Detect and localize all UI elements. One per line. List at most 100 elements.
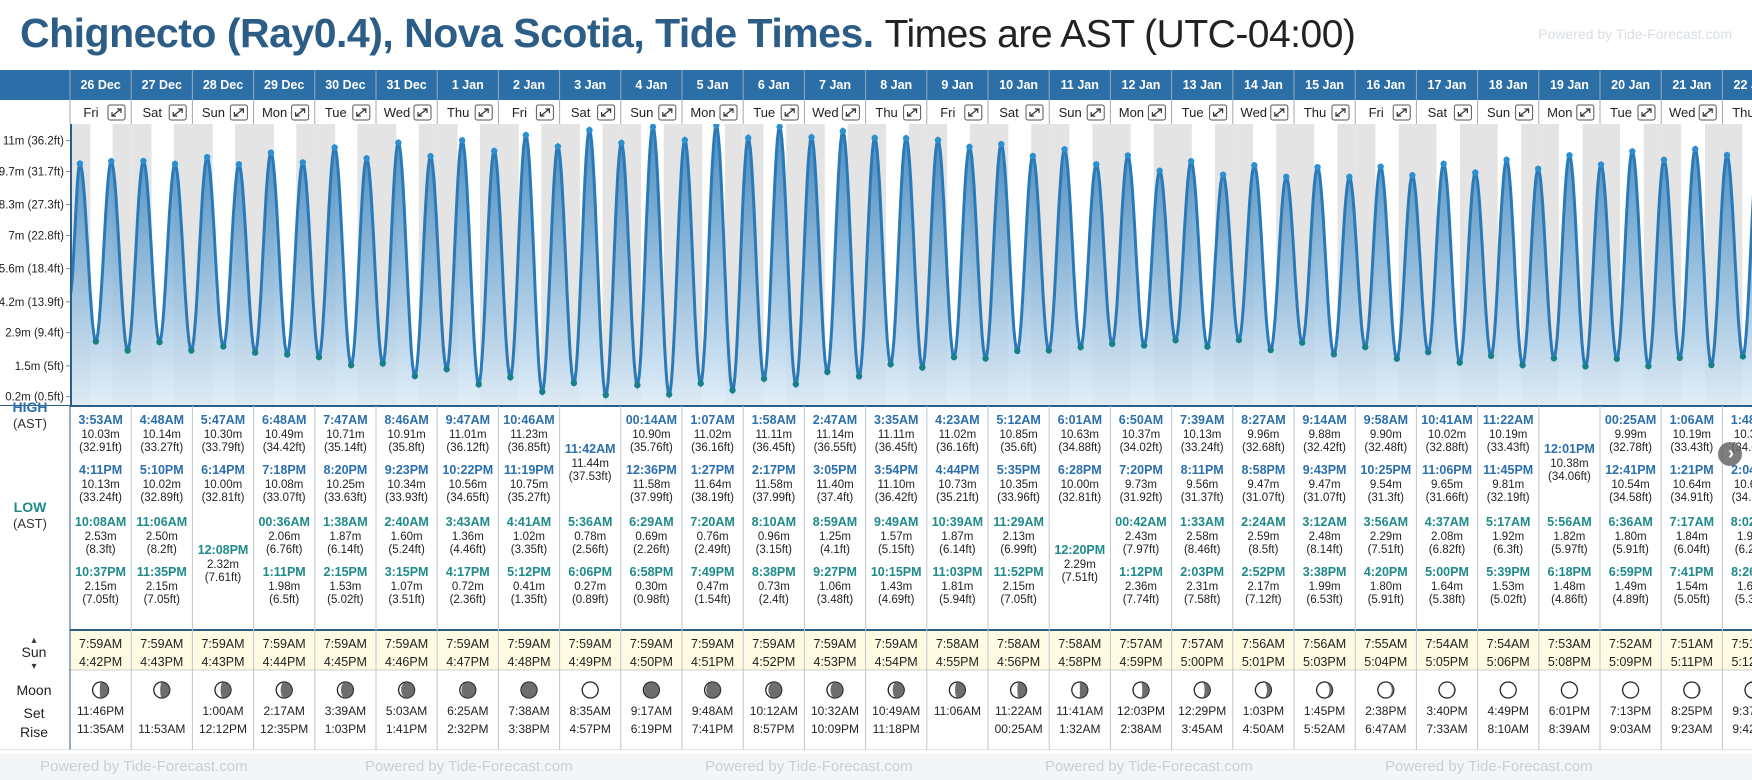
high-tide-time: 7:20PM [1119,463,1163,477]
high-tide-height-m: 10.65m [1734,479,1752,491]
high-tide-time: 1:06AM [1670,413,1714,427]
high-tide-height-ft: (36.42ft) [875,492,918,504]
low-tide-point [729,387,736,394]
moon-phase-shadow [644,682,660,698]
expand-icon [1702,108,1713,117]
high-row-tz-label: (AST) [13,416,47,431]
sunrise-time: 7:59AM [201,637,244,651]
moon-phase-shadow [521,682,537,698]
weekday-label: Sun [1059,105,1082,120]
high-tide-point [1124,152,1132,159]
high-tide-height-ft: (33.24ft) [1181,442,1224,454]
sunrise-time: 7:52AM [1609,637,1652,651]
low-tide-height-ft: (5.91ft) [1368,594,1405,606]
high-tide-height-ft: (31.07ft) [1303,492,1346,504]
low-tide-height-ft: (7.05ft) [144,594,181,606]
high-tide-height-m: 10.56m [449,479,487,491]
low-tide-height-ft: (5.91ft) [1612,544,1649,556]
weekday-label: Mon [262,105,287,120]
low-tide-height-ft: (6.76ft) [266,544,303,556]
high-tide-point [1156,167,1163,174]
low-tide-height-ft: (1.54ft) [694,594,731,606]
y-axis-label: 5.6m (18.4ft) [0,264,64,276]
low-tide-height-ft: (7.12ft) [1245,594,1282,606]
high-tide-height-m: 9.47m [1247,479,1279,491]
low-tide-point [634,381,641,389]
high-tide-height-m: 9.56m [1186,479,1218,491]
expand-icon [1274,108,1285,117]
date-label: 1 Jan [452,78,484,92]
high-tide-time: 10:41AM [1421,413,1472,427]
weekday-label: Fri [512,105,527,120]
low-tide-height-ft: (5.02ft) [327,594,364,606]
moonrise-time: 10:09PM [811,722,859,736]
sunset-time: 4:48PM [507,655,550,669]
low-tide-height-ft: (6.53ft) [1306,594,1343,606]
high-tide-height-ft: (35.21ft) [936,492,979,504]
low-tide-time: 00:36AM [258,515,309,529]
watermark-5: Powered by Tide-Forecast.com [1385,758,1593,775]
low-tide-height-ft: (5.35ft) [1735,594,1752,606]
high-tide-height-m: 10.91m [387,429,425,441]
moon-phase-shadow [160,682,170,698]
high-tide-time: 11:19PM [504,463,554,477]
moonset-time: 9:48AM [692,704,733,718]
moonset-time: 10:49AM [872,704,920,718]
low-tide-height-m: 1.06m [819,581,851,593]
low-tide-time: 4:37AM [1425,515,1469,529]
sunset-time: 4:52PM [752,655,795,669]
high-tide-height-m: 11.02m [694,429,732,441]
high-tide-point [395,139,402,146]
high-tide-height-m: 10.00m [1061,479,1099,491]
low-tide-time: 6:06PM [568,565,612,579]
low-tide-point [855,373,863,380]
sunset-arrow-icon: ▾ [31,661,36,672]
moonrise-time: 4:57PM [570,722,611,736]
sunrise-time: 7:54AM [1425,637,1468,651]
high-tide-point [966,143,973,151]
low-tide-height-m: 2.29m [1064,559,1096,571]
weekday-label: Sun [630,105,653,120]
sunrise-time: 7:51AM [1670,637,1713,651]
sunset-time: 5:01PM [1242,655,1285,669]
high-tide-point [1723,151,1731,159]
high-tide-time: 11:45PM [1483,463,1533,477]
low-tide-point [347,361,355,369]
low-tide-height-m: 2.59m [1247,531,1279,543]
date-label: 4 Jan [635,78,667,92]
high-tide-height-m: 10.02m [143,479,181,491]
low-tide-time: 10:37PM [75,565,126,579]
date-label: 27 Dec [142,78,182,92]
high-tide-height-ft: (37.99ft) [752,492,795,504]
date-label: 10 Jan [999,78,1038,92]
low-tide-height-ft: (4.89ft) [1612,594,1649,606]
sunset-time: 4:45PM [324,655,367,669]
moon-phase-shadow [1017,682,1027,698]
moonrise-time: 3:45AM [1182,722,1223,736]
high-tide-time: 8:58PM [1242,463,1286,477]
low-tide-height-m: 2.36m [1125,581,1157,593]
high-tide-height-m: 10.34m [387,479,425,491]
moonrise-time: 8:39AM [1549,722,1590,736]
expand-icon [723,108,734,117]
date-label: 13 Jan [1183,78,1222,92]
low-tide-height-m: 0.73m [758,581,790,593]
high-tide-height-m: 9.90m [1370,429,1402,441]
moonrise-time: 8:10AM [1488,722,1529,736]
moonset-time: 4:49PM [1488,704,1529,718]
low-row-tz-label: (AST) [13,516,47,531]
low-tide-point [792,380,800,388]
low-tide-height-m: 1.48m [1553,581,1585,593]
low-tide-height-ft: (6.04ft) [1674,544,1711,556]
high-tide-point [808,134,815,141]
low-tide-time: 4:41AM [507,515,551,529]
weekday-label: Fri [83,105,98,120]
low-tide-time: 2:03PM [1180,565,1224,579]
date-label: 26 Dec [80,78,120,92]
low-tide-point [1424,348,1432,356]
low-tide-point [1267,346,1274,354]
high-tide-time: 8:11PM [1181,463,1224,477]
high-tide-point [554,143,562,150]
moonset-time: 12:29PM [1178,704,1226,718]
scroll-right-button[interactable] [1718,442,1742,466]
